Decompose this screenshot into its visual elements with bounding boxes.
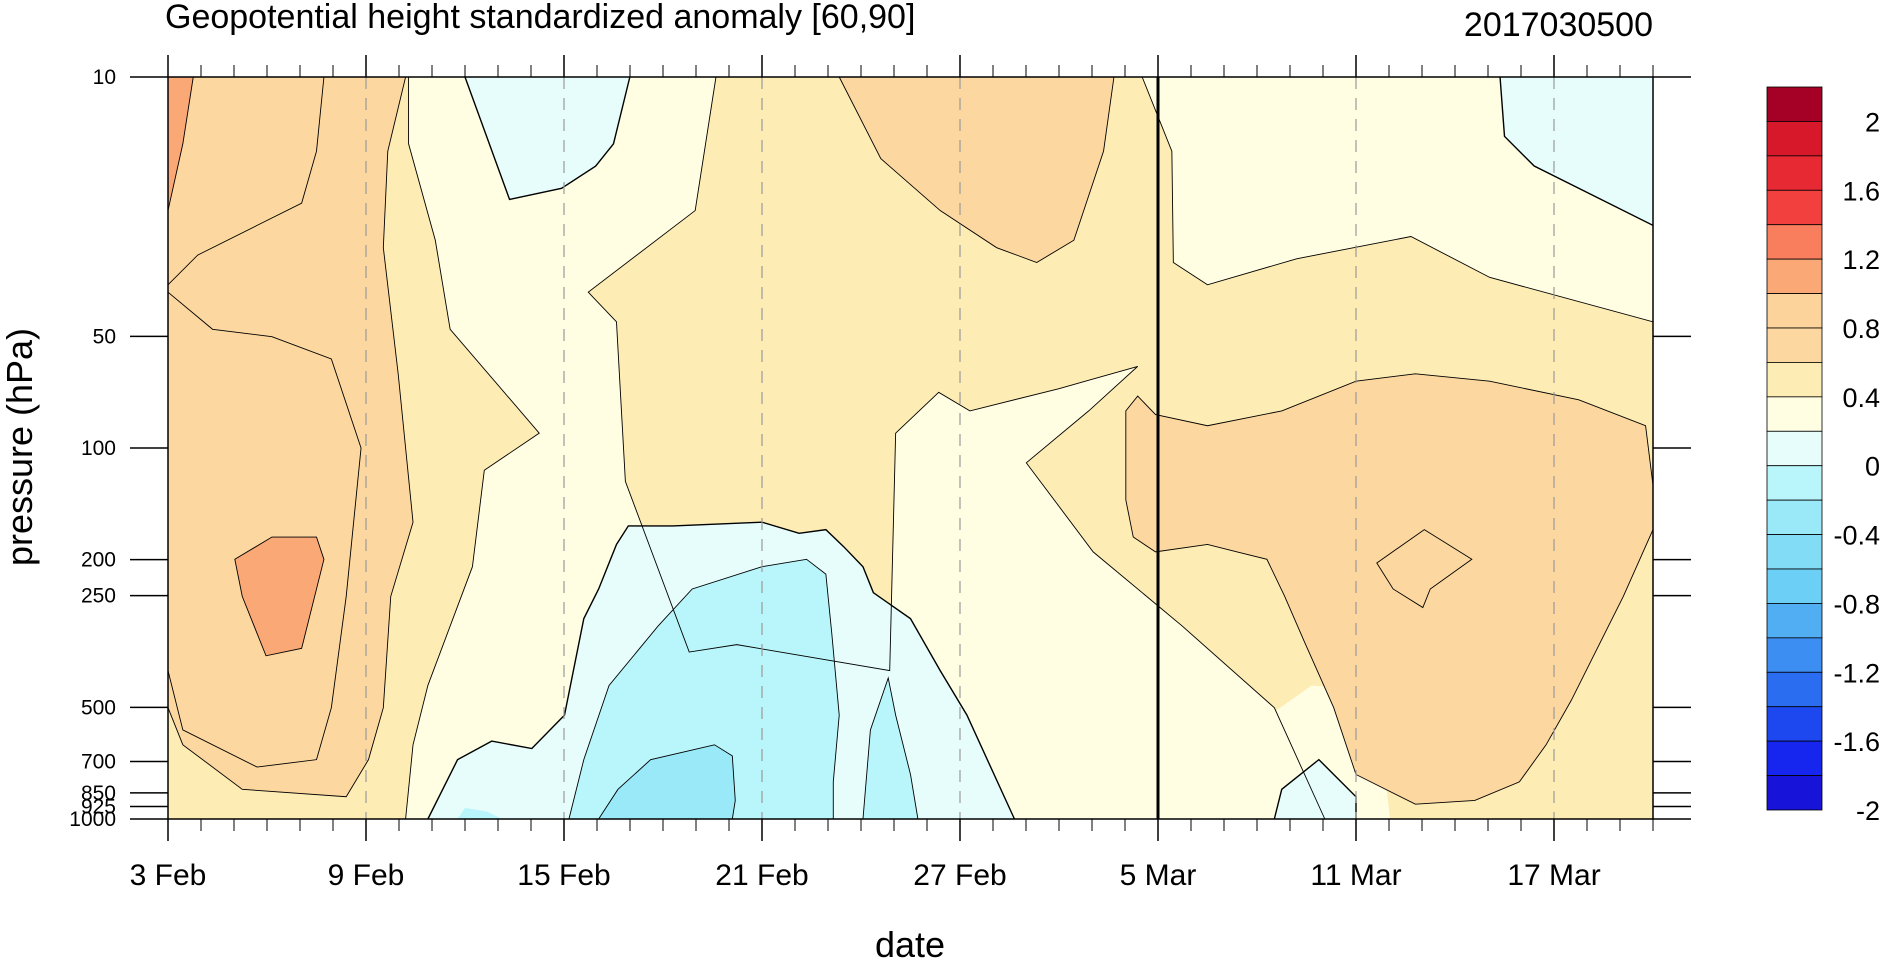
- colorbar-label: 0: [1865, 452, 1880, 482]
- axis-ticks: [130, 55, 1691, 841]
- contour-fills: [168, 77, 1653, 819]
- y-tick-label: 1000: [69, 808, 116, 831]
- x-tick-labels: 3 Feb 9 Feb 15 Feb 21 Feb 27 Feb 5 Mar 11 Mar 1…: [130, 859, 1601, 892]
- contour-line: [569, 559, 839, 819]
- x-tick-label: 15 Feb: [517, 859, 610, 892]
- colorbar-swatch: [1766, 465, 1823, 501]
- contour-region-negative-mar: [1274, 759, 1356, 819]
- contour-region-plus-0.8-corner: [168, 77, 194, 211]
- colorbar-swatch: [1766, 671, 1823, 708]
- contour-region-positive-mar: [1125, 373, 1653, 805]
- contour-region-plus-0.8-left: [234, 537, 324, 656]
- x-axis-title: date: [875, 924, 945, 963]
- y-tick-label: 50: [93, 325, 116, 348]
- contour-line: [863, 678, 918, 819]
- contour-region-negative-topright: [1500, 77, 1653, 226]
- colorbar-label: 0.4: [1842, 383, 1880, 413]
- colorbar-swatch: [1766, 258, 1823, 294]
- contour-line: [1377, 530, 1472, 608]
- colorbar-labels: 2 1.6 1.2 0.8 0.4 0 -0.4 -0.8 -1.2 -1.6 -2: [1833, 107, 1880, 826]
- colorbar-swatch: [1766, 121, 1823, 157]
- contour-line: [168, 292, 361, 767]
- contour-line: [1500, 77, 1653, 225]
- x-tick-label: 5 Mar: [1120, 859, 1197, 892]
- contour-line: [1142, 77, 1653, 322]
- colorbar-label: -0.8: [1833, 589, 1880, 619]
- contour-region-plus-0.8-mar: [1376, 529, 1472, 608]
- colorbar-label: 1.2: [1842, 245, 1880, 275]
- contour-region-minus-0.2-strip: [862, 678, 918, 819]
- x-tick-label: 3 Feb: [130, 859, 207, 892]
- colorbar-swatch: [1766, 327, 1823, 363]
- contour-line: [428, 522, 1015, 819]
- y-tick-label: 850: [81, 782, 116, 805]
- colorbar-label: -0.4: [1833, 521, 1880, 551]
- contour-region-minus-0.4: [598, 744, 736, 819]
- colorbar-swatch: [1766, 740, 1823, 776]
- colorbar-swatch: [1766, 224, 1823, 260]
- colorbar-label: 0.8: [1842, 314, 1880, 344]
- y-tick-label: 100: [81, 437, 116, 460]
- colorbar-swatch: [1766, 568, 1823, 604]
- y-tick-label: 250: [81, 585, 116, 608]
- contour-line: [168, 77, 193, 211]
- contour-line: [168, 77, 324, 285]
- colorbar-swatch: [1766, 775, 1823, 811]
- contour-line: [599, 745, 736, 819]
- contour-line: [465, 77, 630, 199]
- colorbar-swatch: [1766, 637, 1823, 673]
- contour-region-positive-feb: [168, 77, 414, 797]
- y-tick-label: 700: [81, 751, 116, 774]
- colorbar-label: -2: [1856, 796, 1880, 826]
- colorbar-label: -1.6: [1833, 727, 1880, 757]
- colorbar-swatch: [1766, 362, 1823, 398]
- colorbar-swatch: [1766, 430, 1823, 467]
- colorbar-swatch: [1766, 534, 1823, 570]
- contour-line: [1126, 374, 1653, 804]
- y-axis-title: pressure (hPa): [0, 328, 40, 566]
- y-tick-label: 500: [81, 696, 116, 719]
- contour-line: [1274, 760, 1356, 819]
- contour-line: [588, 77, 1325, 819]
- x-tick-label: 17 Mar: [1507, 859, 1600, 892]
- contour-line: [406, 77, 540, 819]
- contour-line: [235, 537, 324, 656]
- x-tick-label: 21 Feb: [715, 859, 808, 892]
- colorbar-swatch: [1766, 293, 1823, 329]
- x-tick-label: 27 Feb: [913, 859, 1006, 892]
- y-tick-label: 925: [81, 795, 116, 818]
- contour-region-minus-0.2-main: [568, 559, 840, 819]
- contour-region-positive-top: [839, 77, 1114, 263]
- date-gridlines: [365, 77, 1555, 819]
- x-tick-label: 9 Feb: [328, 859, 405, 892]
- colorbar-swatch: [1766, 155, 1823, 191]
- colorbar-label: 2: [1865, 107, 1880, 137]
- plot-frame: [167, 76, 1654, 820]
- y-tick-label: 10: [93, 66, 116, 89]
- x-tick-label: 11 Mar: [1310, 859, 1401, 892]
- chart-title: Geopotential height standardized anomaly…: [165, 0, 915, 36]
- colorbar-swatch: [1766, 189, 1823, 226]
- colorbar-swatch: [1766, 396, 1823, 432]
- contour-region-minus-0.2-left: [457, 807, 503, 819]
- y-tick-label: 200: [81, 549, 116, 572]
- run-date-label: 2017030500: [1464, 6, 1653, 44]
- colorbar: [1766, 86, 1823, 811]
- contour-lines: [168, 77, 1653, 819]
- contour-line: [168, 77, 413, 797]
- colorbar-label: 1.6: [1842, 176, 1880, 206]
- colorbar-label: -1.2: [1833, 658, 1880, 688]
- colorbar-swatch: [1766, 499, 1823, 535]
- colorbar-swatch: [1766, 603, 1823, 639]
- contour-region-negative-top: [465, 77, 630, 200]
- colorbar-swatch: [1766, 86, 1823, 122]
- colorbar-swatch: [1766, 706, 1823, 742]
- contour-line: [839, 77, 1114, 263]
